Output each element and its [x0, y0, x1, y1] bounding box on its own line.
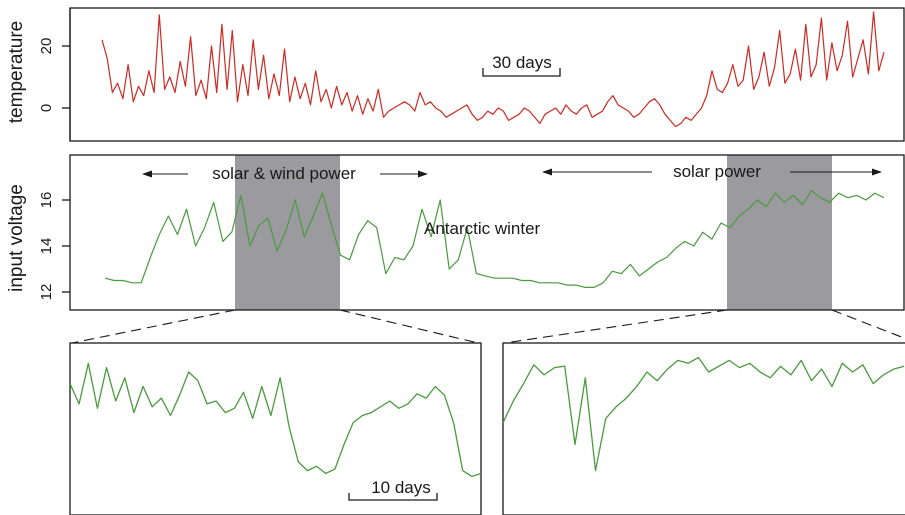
- zoom-scale-bar: [348, 493, 438, 501]
- zoom-right-panel: [502, 342, 905, 515]
- voltage-panel: 12 14 16 input voltage solar & wind powe…: [6, 154, 905, 311]
- temperature-frame: [69, 7, 905, 142]
- voltage-series-line: [104, 190, 885, 288]
- voltage-frame: [69, 154, 905, 311]
- temperature-scale-bar-label: 30 days: [492, 53, 552, 72]
- zoom-left-panel: 10 days: [69, 342, 482, 515]
- highlight-window-left: [235, 155, 340, 310]
- zoom-right-series-line: [502, 356, 905, 472]
- temperature-tick-label-20: 20: [38, 38, 55, 55]
- highlight-window-right: [727, 155, 832, 310]
- solar-wind-arrow: [142, 170, 428, 178]
- temperature-series-line: [101, 11, 885, 128]
- voltage-tick-label-14: 14: [38, 238, 55, 255]
- temperature-tick-label-0: 0: [38, 104, 55, 112]
- solar-label: solar power: [673, 162, 761, 181]
- antarctic-winter-label: Antarctic winter: [424, 219, 541, 238]
- voltage-tick-label-12: 12: [38, 284, 55, 301]
- zoom-left-series-line: [69, 362, 482, 478]
- temperature-scale-bar: [482, 68, 561, 77]
- voltage-tick-label-16: 16: [38, 192, 55, 209]
- zoom-left-frame: [69, 342, 482, 515]
- zoom-scale-bar-label: 10 days: [371, 478, 431, 497]
- temperature-panel: 0 20 temperature 30 days: [6, 7, 905, 142]
- zoom-connectors: [71, 309, 905, 344]
- voltage-y-label: input voltage: [6, 184, 27, 292]
- temperature-y-label: temperature: [6, 21, 27, 123]
- zoom-right-frame: [502, 342, 905, 515]
- solar-wind-label: solar & wind power: [212, 164, 356, 183]
- solar-arrow: [542, 168, 882, 176]
